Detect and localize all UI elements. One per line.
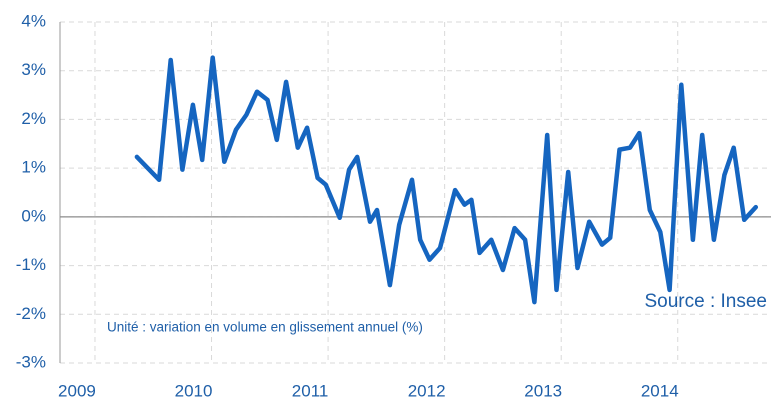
y-tick-label: -1% — [16, 255, 46, 274]
unit-note: Unité : variation en volume en glissemen… — [107, 320, 423, 335]
y-tick-label: 0% — [21, 206, 46, 225]
x-tick-label: 2014 — [641, 381, 679, 400]
x-tick-label: 2009 — [58, 381, 96, 400]
y-tick-label: -2% — [16, 304, 46, 323]
x-tick-label: 2012 — [408, 381, 446, 400]
x-tick-label: 2010 — [175, 381, 213, 400]
x-tick-label: 2011 — [292, 381, 329, 400]
y-tick-label: 4% — [21, 11, 46, 30]
y-tick-label: 3% — [21, 60, 46, 79]
y-tick-label: 2% — [21, 109, 46, 128]
x-tick-label: 2013 — [524, 381, 562, 400]
data-line — [134, 55, 759, 305]
y-tick-label: 1% — [21, 158, 46, 177]
source-note: Source : Insee — [644, 291, 767, 312]
y-tick-label: -3% — [16, 352, 46, 371]
